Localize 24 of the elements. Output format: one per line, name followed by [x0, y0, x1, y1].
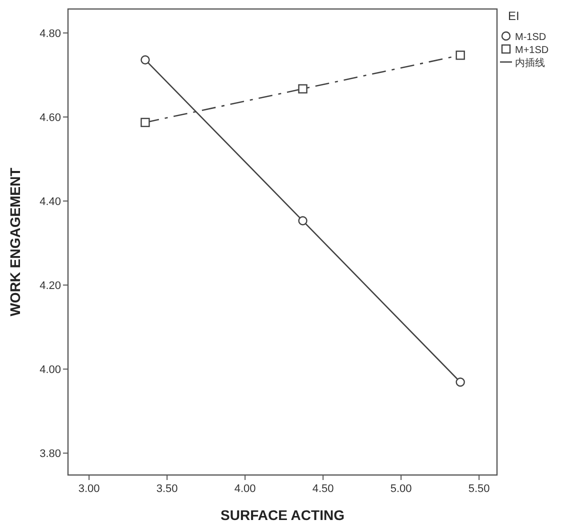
x-tick-label: 3.00 [78, 483, 100, 495]
point [298, 84, 308, 94]
point [140, 118, 150, 128]
legend-label: M+1SD [515, 45, 549, 56]
x-axis-title: SURFACE ACTING [220, 507, 345, 523]
y-tick-label: 4.40 [40, 196, 61, 208]
x-tick-label: 5.50 [468, 483, 490, 495]
point [298, 216, 308, 226]
point [456, 378, 465, 387]
point [456, 50, 465, 60]
y-axis-title: WORK ENGAGEMENT [7, 167, 23, 316]
y-tick-label: 4.20 [40, 280, 61, 292]
point [140, 55, 150, 64]
legend-label: M-1SD [515, 32, 546, 43]
text: 内插线 [515, 57, 545, 69]
x-tick-label: 4.50 [312, 483, 334, 495]
y-tick-label: 4.60 [40, 112, 61, 124]
legend-title: EI [508, 9, 520, 23]
x-tick-label: 4.00 [234, 483, 256, 495]
y-tick-label: 4.00 [40, 364, 61, 376]
x-tick-label: 3.50 [156, 483, 178, 495]
y-tick-label: 4.80 [40, 28, 61, 40]
y-tick-label: 3.80 [40, 448, 61, 460]
x-tick-label: 5.00 [390, 483, 412, 495]
